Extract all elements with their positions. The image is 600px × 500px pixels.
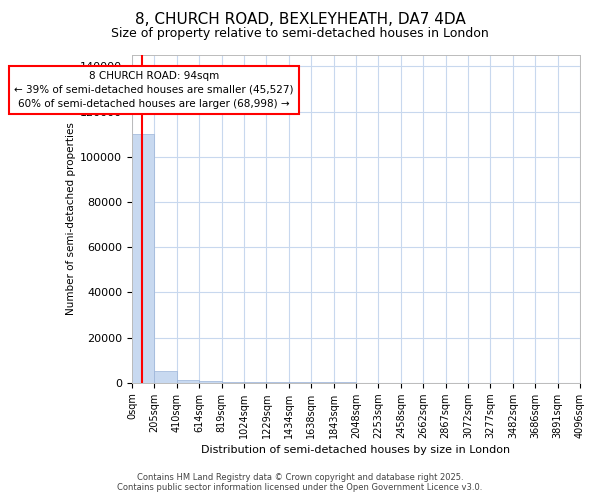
Y-axis label: Number of semi-detached properties: Number of semi-detached properties	[66, 122, 76, 316]
Text: Size of property relative to semi-detached houses in London: Size of property relative to semi-detach…	[111, 28, 489, 40]
Bar	[132, 134, 154, 382]
Bar	[154, 372, 177, 382]
X-axis label: Distribution of semi-detached houses by size in London: Distribution of semi-detached houses by …	[202, 445, 511, 455]
Text: 8, CHURCH ROAD, BEXLEYHEATH, DA7 4DA: 8, CHURCH ROAD, BEXLEYHEATH, DA7 4DA	[134, 12, 466, 28]
Bar	[177, 380, 199, 382]
Text: Contains HM Land Registry data © Crown copyright and database right 2025.
Contai: Contains HM Land Registry data © Crown c…	[118, 473, 482, 492]
Text: 8 CHURCH ROAD: 94sqm
← 39% of semi-detached houses are smaller (45,527)
60% of s: 8 CHURCH ROAD: 94sqm ← 39% of semi-detac…	[14, 71, 293, 109]
